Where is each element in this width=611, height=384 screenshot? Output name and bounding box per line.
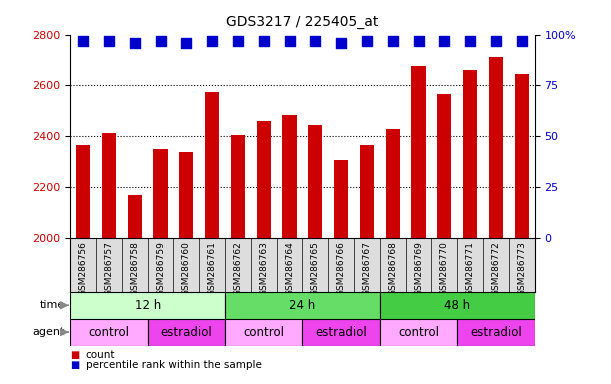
Text: estradiol: estradiol xyxy=(315,326,367,339)
Bar xyxy=(380,319,457,346)
Point xyxy=(78,38,88,44)
Point xyxy=(130,40,140,46)
Text: GSM286761: GSM286761 xyxy=(208,241,217,296)
Text: GSM286757: GSM286757 xyxy=(104,241,114,296)
Bar xyxy=(309,125,323,238)
Text: GSM286768: GSM286768 xyxy=(388,241,397,296)
Point xyxy=(362,38,372,44)
Bar xyxy=(231,135,245,238)
Text: ■: ■ xyxy=(70,360,79,370)
Text: GSM286773: GSM286773 xyxy=(518,241,526,296)
Text: 48 h: 48 h xyxy=(444,299,470,312)
Text: GDS3217 / 225405_at: GDS3217 / 225405_at xyxy=(226,15,379,29)
Text: GSM286765: GSM286765 xyxy=(311,241,320,296)
Bar xyxy=(282,115,297,238)
Bar xyxy=(225,292,380,319)
Text: GSM286756: GSM286756 xyxy=(79,241,87,296)
Bar xyxy=(70,292,225,319)
Text: estradiol: estradiol xyxy=(161,326,212,339)
Bar xyxy=(334,161,348,238)
Text: ■: ■ xyxy=(70,350,79,360)
Text: GSM286772: GSM286772 xyxy=(491,241,500,296)
Point xyxy=(439,38,449,44)
Bar xyxy=(153,149,167,238)
Point xyxy=(156,38,166,44)
Text: time: time xyxy=(40,300,65,310)
Text: GSM286758: GSM286758 xyxy=(130,241,139,296)
Text: count: count xyxy=(86,350,115,360)
Point xyxy=(207,38,217,44)
Bar xyxy=(489,58,503,238)
Bar xyxy=(128,195,142,238)
Text: agent: agent xyxy=(33,327,65,337)
Point xyxy=(414,38,423,44)
Point xyxy=(233,38,243,44)
Point xyxy=(104,38,114,44)
Text: control: control xyxy=(243,326,284,339)
Bar xyxy=(457,319,535,346)
Bar xyxy=(102,132,116,238)
Text: control: control xyxy=(89,326,130,339)
Text: GSM286770: GSM286770 xyxy=(440,241,449,296)
Point xyxy=(259,38,269,44)
Bar xyxy=(514,74,529,238)
Bar xyxy=(302,319,380,346)
Point xyxy=(336,40,346,46)
Bar xyxy=(179,152,194,238)
Point xyxy=(491,38,501,44)
Text: control: control xyxy=(398,326,439,339)
Text: estradiol: estradiol xyxy=(470,326,522,339)
Bar xyxy=(437,94,452,238)
Text: GSM286763: GSM286763 xyxy=(259,241,268,296)
Point xyxy=(285,38,295,44)
Bar xyxy=(205,92,219,238)
Text: GSM286760: GSM286760 xyxy=(182,241,191,296)
Point xyxy=(181,40,191,46)
Text: GSM286759: GSM286759 xyxy=(156,241,165,296)
Bar xyxy=(360,145,374,238)
Bar xyxy=(380,292,535,319)
Text: 12 h: 12 h xyxy=(134,299,161,312)
Point xyxy=(465,38,475,44)
Bar xyxy=(70,319,148,346)
Bar xyxy=(386,129,400,238)
Text: GSM286767: GSM286767 xyxy=(362,241,371,296)
Point xyxy=(388,38,398,44)
Text: GSM286766: GSM286766 xyxy=(337,241,346,296)
Point xyxy=(517,38,527,44)
Point xyxy=(310,38,320,44)
Text: GSM286771: GSM286771 xyxy=(466,241,475,296)
Text: GSM286764: GSM286764 xyxy=(285,241,294,296)
Bar xyxy=(148,319,225,346)
Text: 24 h: 24 h xyxy=(290,299,315,312)
Bar xyxy=(225,319,302,346)
Text: percentile rank within the sample: percentile rank within the sample xyxy=(86,360,262,370)
Text: GSM286762: GSM286762 xyxy=(233,241,243,296)
Text: GSM286769: GSM286769 xyxy=(414,241,423,296)
Bar xyxy=(76,145,90,238)
Bar xyxy=(463,70,477,238)
Bar xyxy=(257,121,271,238)
Bar xyxy=(411,66,426,238)
